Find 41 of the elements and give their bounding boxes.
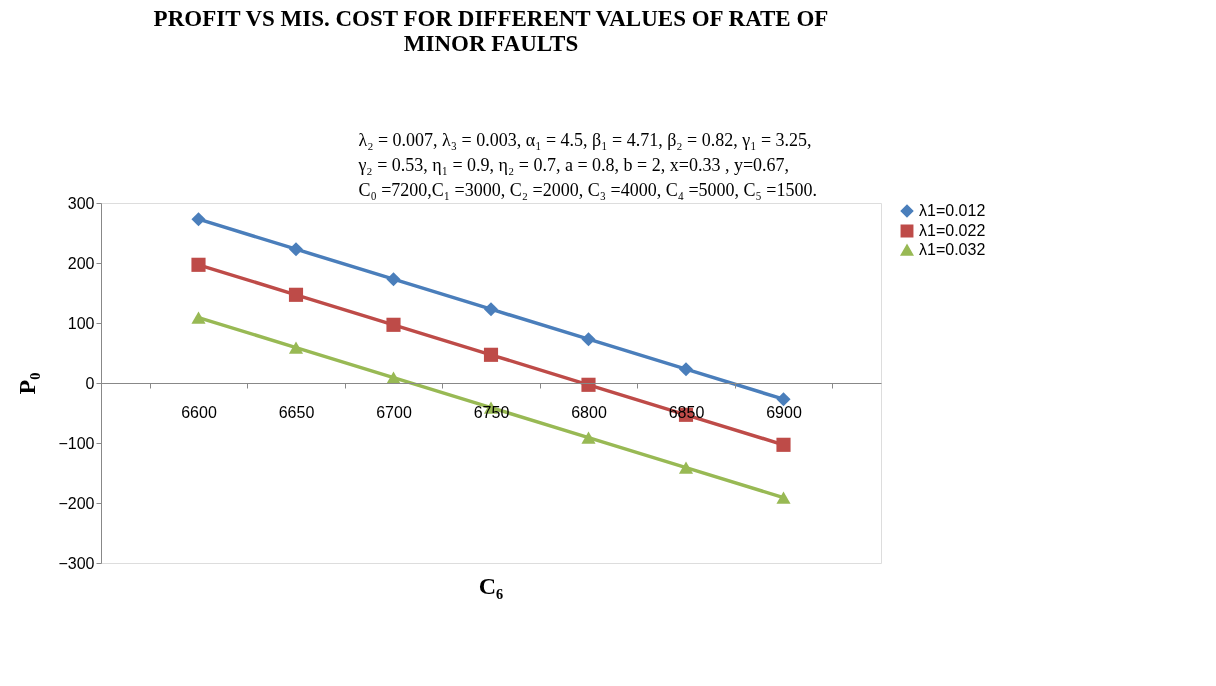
legend-label: λ1=0.032: [919, 241, 986, 258]
text: λ₂ = 0.007, λ₃ = 0.003, α₁ = 4.5, β₁ = 4.71, β₂ = 0.82, γ₁ = 3.25,: [358, 130, 812, 150]
point: [191, 212, 206, 227]
y-axis-title: P₀: [14, 372, 41, 395]
point: [581, 332, 596, 347]
x-tick-label: 6800: [571, 403, 607, 421]
point: [191, 311, 206, 324]
point: [678, 461, 694, 474]
x-tick-label: 6650: [278, 403, 315, 421]
point: [288, 287, 304, 302]
point: [483, 302, 499, 317]
point: [581, 431, 596, 444]
text: C₀ =7200,C₁ =3000, C₂ =2000, C₃ =4000, C₄ =5000, C₅ =1500.: [358, 180, 818, 200]
x-tick-label: 6600: [181, 403, 217, 421]
x-tick-label: 6900: [766, 403, 802, 421]
point: [776, 491, 791, 504]
point: [483, 347, 499, 362]
y-tick-label: 200: [67, 254, 95, 272]
y-tick-label: 100: [67, 314, 95, 332]
point: [776, 437, 791, 452]
legend-label: λ1=0.022: [919, 222, 986, 239]
x-tick-label: 6700: [376, 403, 412, 421]
point: [386, 371, 401, 384]
y-tick-label: −300: [58, 554, 95, 572]
point: [581, 377, 596, 392]
text: MINOR FAULTS: [403, 31, 579, 56]
text: PROFIT VS MIS. COST FOR DIFFERENT VALUES OF RATE OF: [153, 6, 829, 31]
y-tick-label: −100: [58, 434, 95, 452]
y-tick-label: −200: [58, 494, 95, 512]
point: [288, 242, 304, 257]
point: [288, 341, 304, 354]
point: [776, 392, 791, 407]
y-tick-label: 300: [67, 194, 95, 212]
y-tick-label: 0: [85, 374, 95, 392]
x-axis-title: C₆: [478, 573, 504, 599]
text: γ₂ = 0.53, η₁ = 0.9, η₂ = 0.7, a = 0.8, b = 2, x=0.33 , y=0.67,: [357, 155, 790, 175]
point: [191, 257, 206, 272]
legend-label: λ1=0.012: [919, 202, 986, 219]
point: [386, 272, 401, 287]
point: [386, 317, 401, 332]
point: [678, 362, 694, 377]
